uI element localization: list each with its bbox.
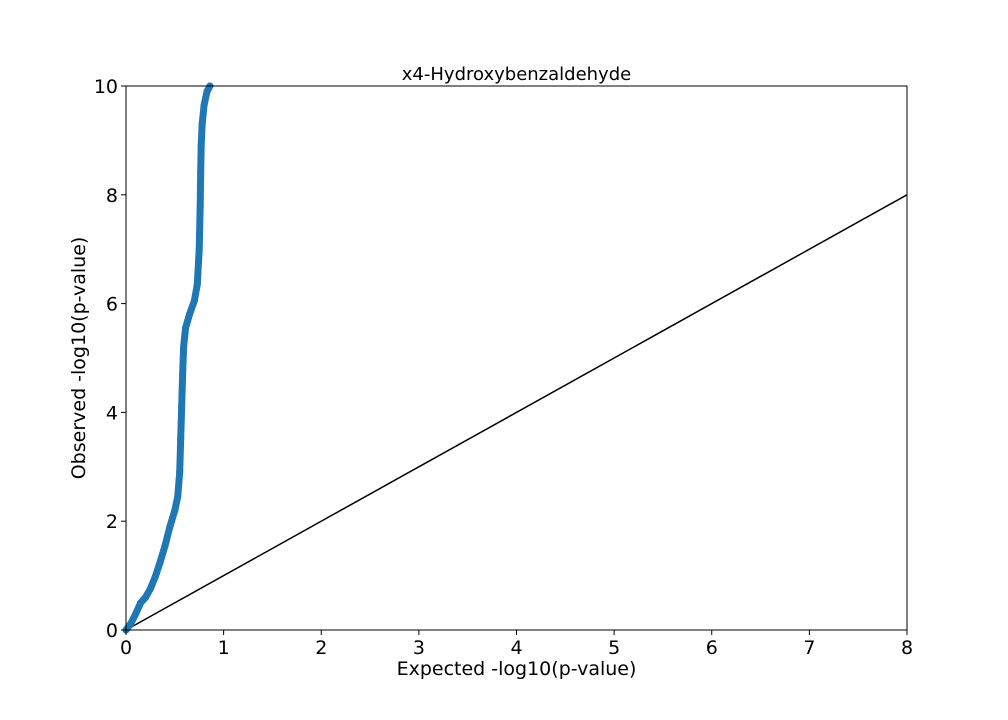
y-tick-label: 8 — [106, 185, 118, 207]
data-point — [151, 573, 159, 581]
data-point — [156, 558, 164, 566]
data-point — [137, 599, 145, 607]
y-axis-label: Observed -log10(p-value) — [68, 237, 90, 480]
data-point — [195, 245, 203, 253]
y-tick-label: 2 — [106, 511, 118, 533]
data-point — [176, 468, 184, 476]
data-point — [185, 310, 193, 318]
data-point — [197, 169, 205, 177]
y-tick-label: 4 — [106, 402, 118, 424]
y-tick-label: 6 — [106, 294, 118, 316]
data-point — [142, 593, 150, 601]
x-tick-label: 3 — [413, 637, 425, 659]
data-point — [180, 343, 188, 351]
x-tick-label: 1 — [218, 637, 230, 659]
y-axis: 0 2 4 6 8 10 — [94, 76, 126, 642]
x-tick-label: 2 — [315, 637, 327, 659]
axes-frame — [125, 85, 908, 631]
reference-line — [125, 194, 908, 631]
data-point — [196, 202, 204, 210]
data-point — [161, 542, 169, 550]
data-point — [127, 619, 135, 627]
data-point — [177, 436, 185, 444]
data-point — [182, 324, 190, 332]
data-point — [193, 281, 201, 289]
x-axis: 0 1 2 3 4 5 6 7 8 — [120, 630, 913, 659]
x-tick-label: 8 — [901, 637, 913, 659]
x-tick-label: 6 — [706, 637, 718, 659]
data-point — [166, 523, 174, 531]
data-point — [179, 370, 187, 378]
x-axis-label: Expected -log10(p-value) — [397, 658, 637, 680]
data-point — [190, 297, 198, 305]
x-tick-label: 5 — [608, 637, 620, 659]
chart-title: x4-Hydroxybenzaldehyde — [402, 64, 631, 85]
data-point — [200, 101, 208, 109]
x-tick-label: 0 — [120, 637, 132, 659]
y-tick-label: 0 — [106, 620, 118, 642]
data-point — [203, 87, 211, 95]
plot-area — [122, 82, 908, 634]
y-tick-label: 10 — [94, 76, 118, 98]
data-point — [171, 506, 179, 514]
data-point — [174, 493, 182, 501]
x-tick-label: 7 — [803, 637, 815, 659]
data-point — [132, 610, 140, 618]
data-point — [146, 585, 154, 593]
data-point — [197, 142, 205, 150]
data-point — [198, 120, 206, 128]
series-0-trace — [122, 82, 214, 634]
x-tick-label: 4 — [510, 637, 522, 659]
data-point — [178, 403, 186, 411]
